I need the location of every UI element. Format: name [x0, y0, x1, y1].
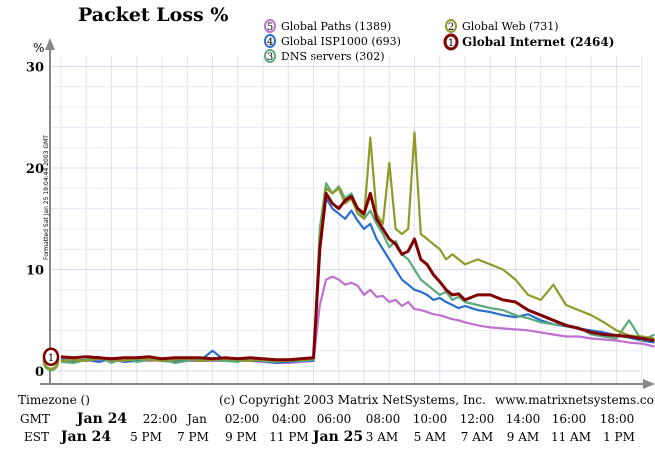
time-tick-label: 11 AM	[551, 430, 591, 444]
y-tick-label: 30	[26, 61, 44, 76]
legend-label-2: Global Web (731)	[462, 20, 559, 33]
legend-label-5: Global Paths (1389)	[281, 20, 391, 33]
legend-label-3: DNS servers (302)	[281, 50, 385, 63]
time-tick-label: Jan 25	[311, 429, 363, 445]
series-marker-number: 1	[48, 353, 54, 364]
time-tick-label: 10:00	[413, 412, 448, 426]
time-tick-label: 9 AM	[507, 430, 539, 444]
time-tick-label: 5 AM	[414, 430, 446, 444]
gmt-row-label: GMT	[20, 412, 50, 426]
legend-marker-4	[264, 34, 276, 48]
time-tick-label: 1 PM	[603, 430, 635, 444]
legend-marker-5	[264, 19, 276, 33]
time-tick-label: 04:00	[272, 412, 307, 426]
time-tick-label: 11 PM	[269, 430, 308, 444]
legend-marker-number: 1	[448, 38, 454, 49]
series-marker-1	[42, 347, 60, 367]
legend-marker-number: 2	[448, 22, 454, 33]
legend: 5 Global Paths (1389) 4 Global ISP1000 (693…	[264, 19, 614, 63]
time-tick-label: 7 AM	[461, 430, 493, 444]
y-tick-labels: 0 10 20 30	[26, 61, 44, 381]
time-tick-label: 18:00	[600, 412, 635, 426]
time-tick-label: 22:00	[143, 412, 178, 426]
est-tick-labels: Jan 24 5 PM 7 PM 9 PM 11 PM Jan 25 3 AM 5 AM 7 A…	[59, 429, 635, 445]
time-tick-label: 06:00	[317, 412, 352, 426]
formatted-timestamp: Formatted Sat Jan 25 19:04:44 2003 GMT	[43, 135, 50, 260]
legend-label-4: Global ISP1000 (693)	[281, 35, 401, 48]
x-axis-arrow-icon	[643, 379, 655, 389]
time-tick-label: Jan 24	[75, 411, 127, 427]
series-line-4	[60, 197, 655, 364]
legend-marker-3	[264, 49, 276, 63]
series-line-1	[60, 191, 655, 362]
time-tick-label: 7 PM	[177, 430, 209, 444]
plot-grid	[50, 56, 643, 383]
time-tick-label: 12:00	[460, 412, 495, 426]
copyright-text: (c) Copyright 2003 Matrix NetSystems, In…	[219, 393, 486, 407]
time-tick-label: 5 PM	[130, 430, 162, 444]
series-end-markers: 5544332211	[42, 347, 60, 372]
axes: %	[33, 38, 655, 389]
time-tick-label: 08:00	[366, 412, 401, 426]
time-tick-label: 14:00	[506, 412, 541, 426]
legend-marker-number: 4	[267, 37, 273, 48]
est-row-label: EST	[24, 430, 49, 444]
time-tick-label: Jan 24	[59, 429, 111, 445]
time-tick-label: 16:00	[552, 412, 587, 426]
website-text: www.matrixnetsystems.com	[495, 393, 655, 407]
legend-marker-number: 5	[267, 22, 273, 33]
time-tick-label: 3 AM	[366, 430, 398, 444]
gmt-tick-labels: Jan 24 22:00 Jan 02:00 04:00 06:00 08:00 10:00 1…	[75, 411, 634, 427]
y-axis-label: %	[33, 41, 44, 55]
legend-label-1: Global Internet (2464)	[462, 35, 614, 49]
y-tick-label: 10	[26, 264, 44, 279]
y-tick-label: 0	[35, 365, 44, 380]
legend-marker-2	[445, 19, 457, 33]
legend-marker-1	[443, 33, 459, 51]
time-tick-label: Jan	[185, 412, 207, 426]
series-line-3	[60, 182, 655, 364]
time-tick-label: 02:00	[225, 412, 260, 426]
time-tick-label: 9 PM	[225, 430, 257, 444]
timezone-label: Timezone ()	[18, 393, 90, 407]
chart-title: Packet Loss %	[78, 4, 228, 26]
series-lines	[60, 131, 655, 364]
y-tick-label: 20	[26, 162, 44, 177]
y-axis-arrow-icon	[45, 38, 55, 50]
legend-marker-number: 3	[267, 52, 273, 63]
